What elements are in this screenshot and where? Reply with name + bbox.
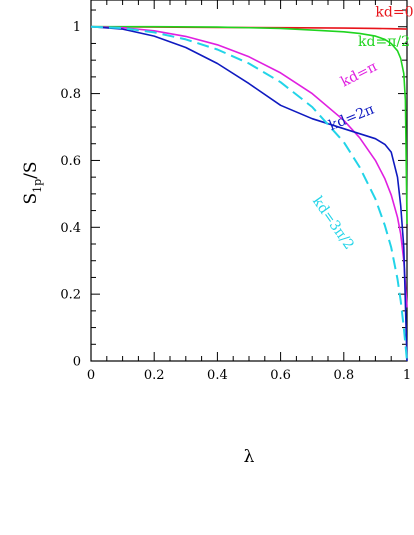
curve-label-1: kd=0+ bbox=[375, 5, 414, 21]
series-lines bbox=[90, 25, 408, 362]
curve-label-2: kd=π/2 bbox=[358, 34, 410, 50]
y-tick-label: 0.8 bbox=[60, 87, 81, 102]
x-tick-label: 1 bbox=[403, 368, 411, 383]
series-line-5 bbox=[90, 25, 408, 362]
x-axis-label: λ bbox=[244, 447, 255, 467]
x-tick-label: 0 bbox=[87, 368, 95, 383]
y-tick-label: 0.2 bbox=[60, 288, 81, 303]
x-tick-labels: 0 0.2 0.4 0.6 0.8 1 bbox=[87, 368, 411, 383]
y-tick-labels: 0 0.2 0.4 0.6 0.8 1 bbox=[60, 20, 81, 369]
y-axis-label-main: S bbox=[21, 193, 41, 205]
plot-frame bbox=[90, 0, 408, 362]
curve-label-5: kd=3π/2 bbox=[309, 194, 357, 253]
axes bbox=[90, 0, 408, 362]
y-axis-label-tail: /S bbox=[21, 161, 41, 178]
y-tick-label: 1 bbox=[73, 20, 81, 35]
y-tick-label: 0.6 bbox=[60, 154, 81, 169]
series-line-3 bbox=[90, 25, 408, 308]
x-tick-label: 0.8 bbox=[333, 368, 354, 383]
series-line-2 bbox=[91, 25, 408, 225]
y-axis-label: S1p/S bbox=[21, 161, 44, 204]
x-tick-label: 0.6 bbox=[270, 368, 291, 383]
y-axis-label-subscript: 1p bbox=[31, 179, 44, 193]
curve-label-3: kd=π bbox=[338, 59, 379, 91]
x-tick-label: 0.4 bbox=[207, 368, 228, 383]
y-axis-label-group: S1p/S bbox=[21, 161, 44, 204]
series-line-4 bbox=[90, 25, 408, 362]
y-tick-label: 0 bbox=[73, 355, 81, 370]
x-tick-label: 0.2 bbox=[144, 368, 165, 383]
y-tick-label: 0.4 bbox=[60, 221, 81, 236]
